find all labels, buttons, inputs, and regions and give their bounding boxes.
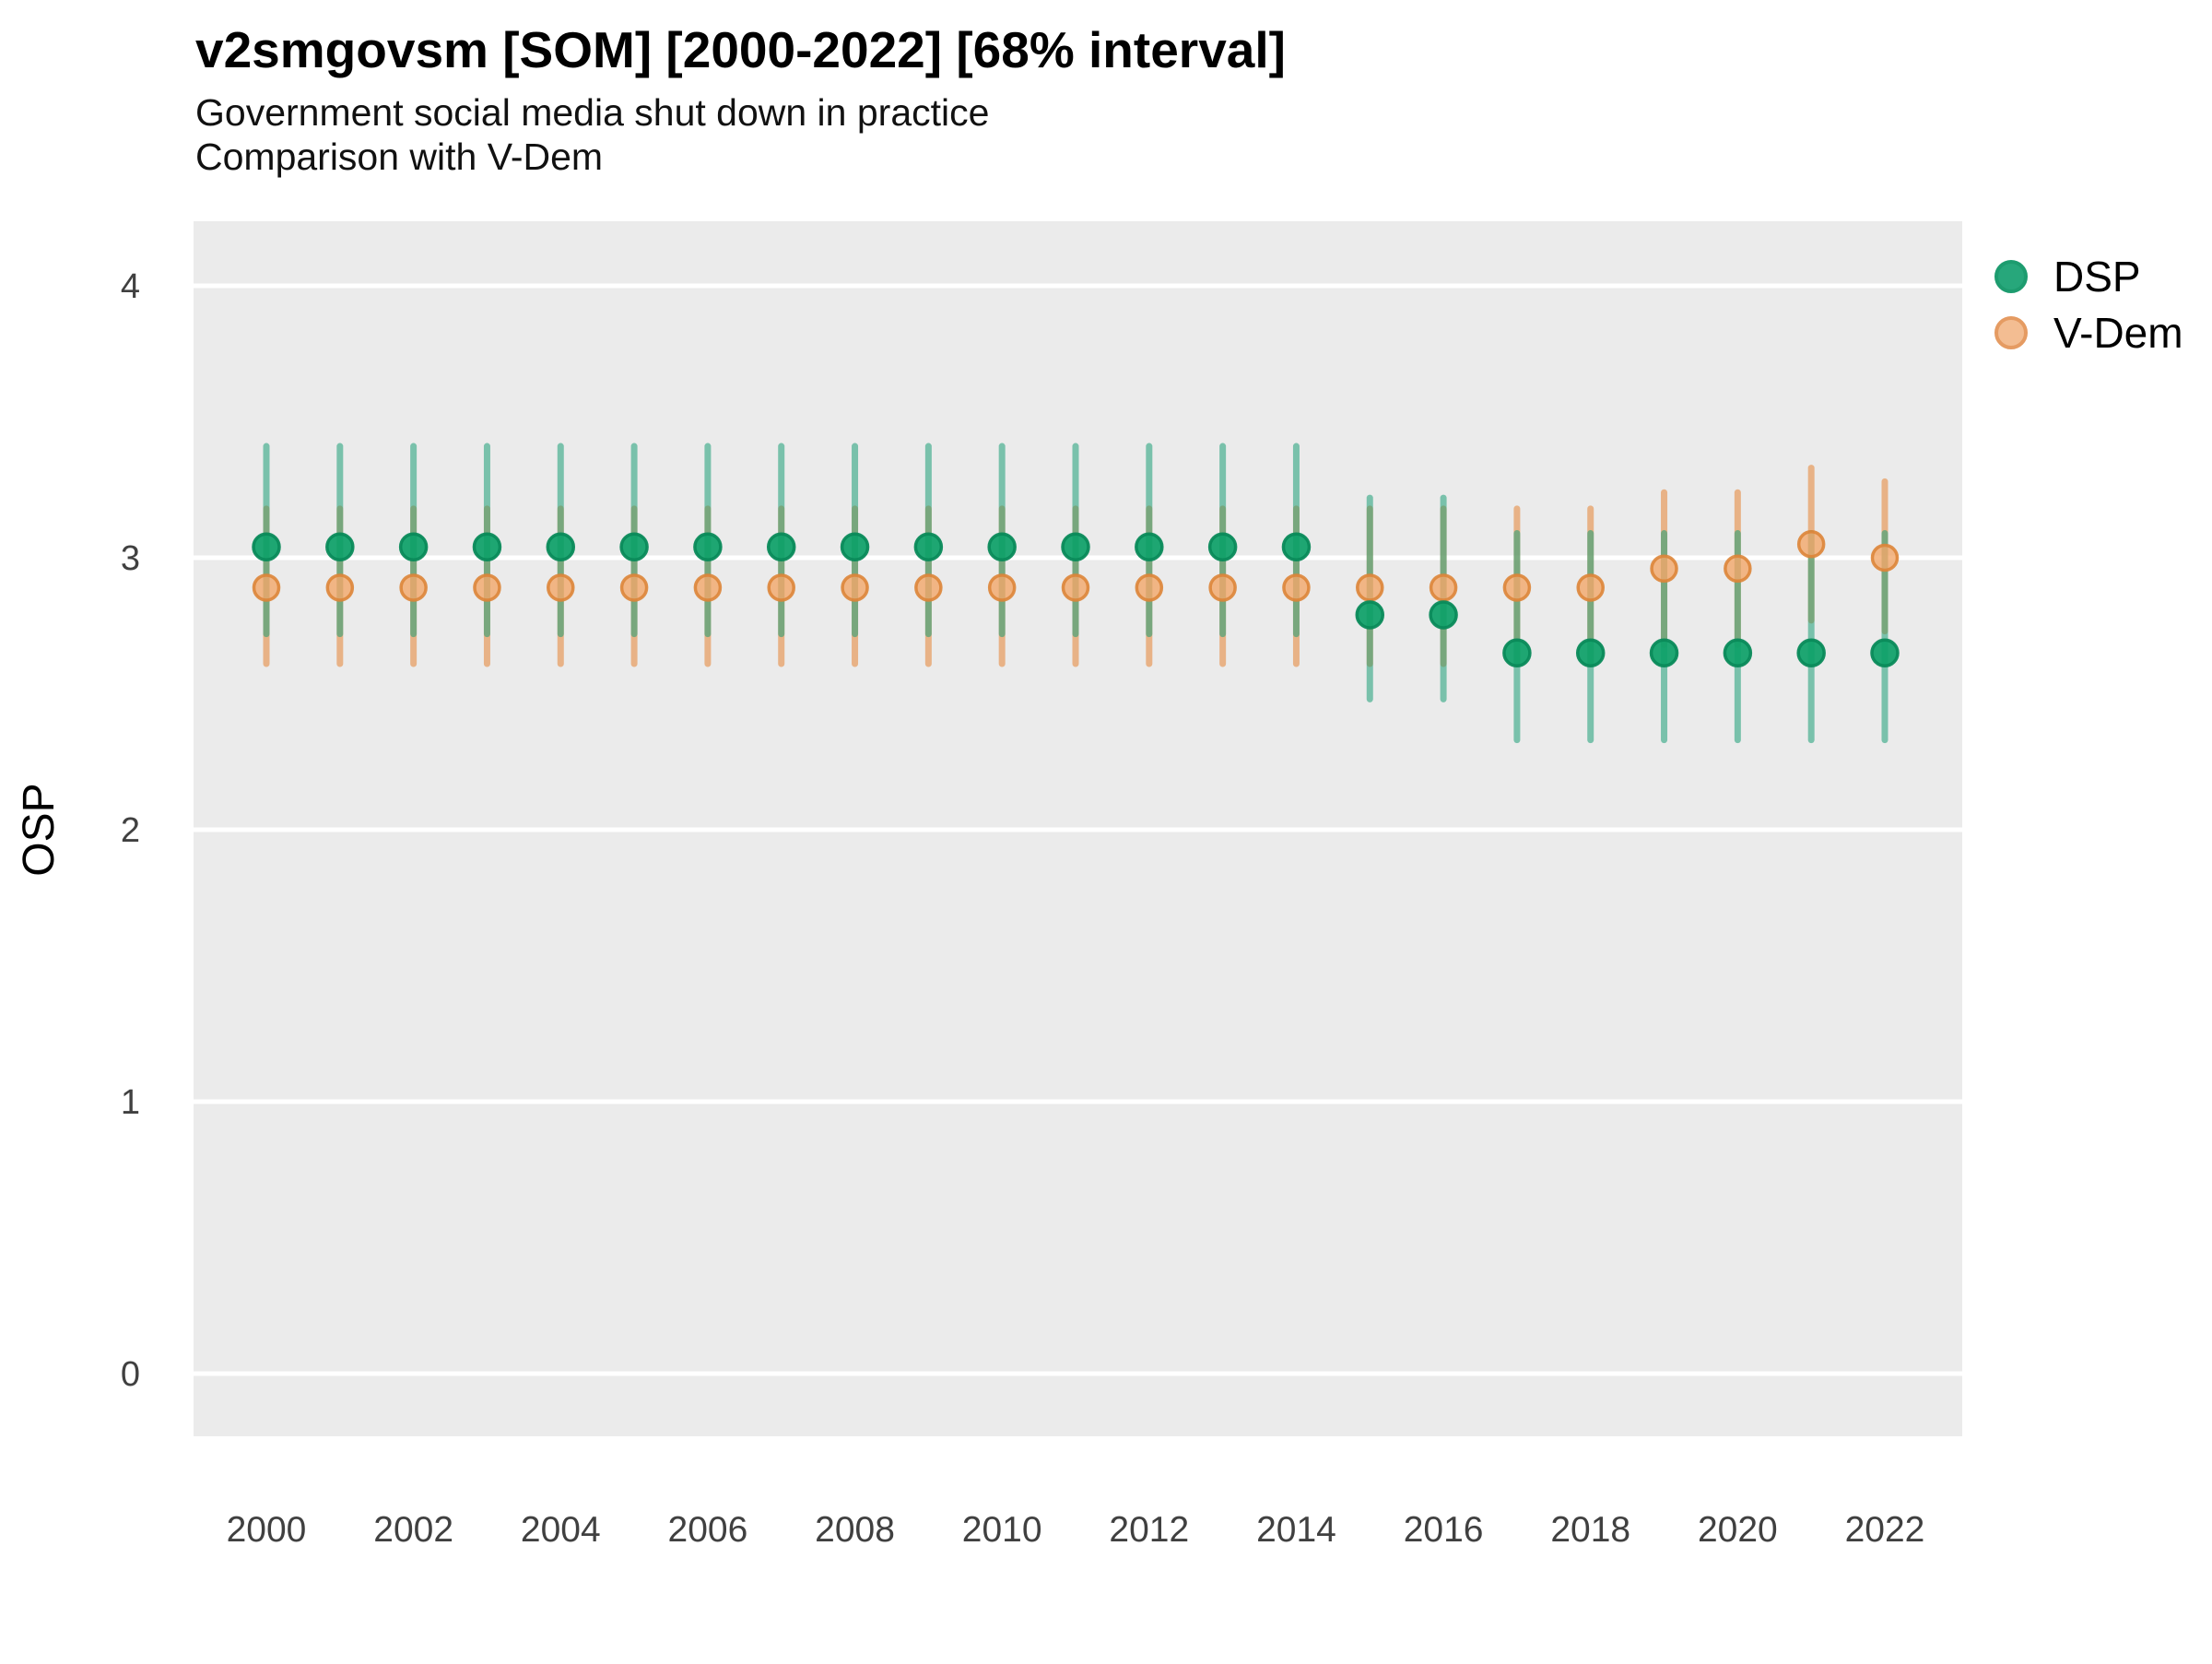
x-tick-label-2010: 2010 <box>962 1510 1042 1550</box>
dsp-point-2005 <box>619 532 649 561</box>
vdem-point-2004 <box>547 573 575 602</box>
legend-swatch-dsp-icon <box>1994 260 2028 293</box>
y-axis-title: OSP <box>15 783 64 876</box>
dsp-point-2000 <box>252 532 281 561</box>
dsp-point-2013 <box>1207 532 1238 561</box>
y-tick-label-3: 3 <box>121 539 140 578</box>
vdem-point-2020 <box>1724 554 1752 584</box>
vdem-point-2019 <box>1650 554 1678 584</box>
vdem-point-2012 <box>1135 573 1164 602</box>
vdem-point-2011 <box>1061 573 1090 602</box>
dsp-point-2011 <box>1061 532 1090 561</box>
chart-subtitle: Government social media shut down in pra… <box>195 91 989 134</box>
vdem-point-2013 <box>1208 573 1237 602</box>
vdem-point-2010 <box>987 573 1017 602</box>
dsp-point-2020 <box>1723 638 1753 667</box>
x-tick-label-2022: 2022 <box>1845 1510 1925 1550</box>
vdem-point-2017 <box>1502 573 1532 602</box>
dsp-point-2010 <box>987 532 1017 561</box>
x-tick-label-2006: 2006 <box>668 1510 748 1550</box>
plot-area: 0 1 2 3 4 2000 2002 2004 2006 2008 2010 2012 2014 201… <box>121 221 1962 1550</box>
vdem-point-2002 <box>399 573 428 602</box>
dsp-point-2016 <box>1429 600 1458 630</box>
vdem-point-2008 <box>841 573 869 602</box>
dsp-point-2006 <box>693 532 723 561</box>
dsp-point-2021 <box>1796 638 1826 667</box>
vdem-point-2007 <box>767 573 795 602</box>
chart-subtitle2: Comparison with V-Dem <box>195 136 603 178</box>
vdem-point-2003 <box>473 573 501 602</box>
dsp-point-2003 <box>472 532 502 561</box>
x-tick-label-2020: 2020 <box>1698 1510 1778 1550</box>
vdem-point-2016 <box>1429 573 1458 602</box>
legend-label-vdem: V-Dem <box>2053 309 2183 357</box>
legend-label-dsp: DSP <box>2053 253 2141 301</box>
dsp-point-2004 <box>546 532 576 561</box>
y-tick-label-4: 4 <box>121 267 140 306</box>
vdem-point-2000 <box>252 573 281 602</box>
dsp-point-2017 <box>1502 638 1532 667</box>
x-tick-label-2002: 2002 <box>373 1510 453 1550</box>
dsp-point-2001 <box>325 532 355 561</box>
vdem-point-2021 <box>1796 530 1826 559</box>
x-tick-label-2014: 2014 <box>1256 1510 1336 1550</box>
dsp-point-2019 <box>1649 638 1679 667</box>
dsp-point-2007 <box>766 532 796 561</box>
y-tick-label-2: 2 <box>121 811 140 850</box>
x-tick-label-2012: 2012 <box>1109 1510 1189 1550</box>
dsp-point-2018 <box>1575 638 1606 667</box>
y-tick-label-0: 0 <box>121 1355 140 1394</box>
dsp-point-2022 <box>1870 638 1900 667</box>
vdem-point-2022 <box>1870 543 1900 572</box>
vdem-point-2009 <box>914 573 943 602</box>
vdem-point-2005 <box>619 573 649 602</box>
dsp-point-2009 <box>913 532 944 561</box>
y-tick-label-1: 1 <box>121 1083 140 1122</box>
chart-title: v2smgovsm [SOM] [2000-2022] [68% interva… <box>195 21 1286 78</box>
dsp-point-2014 <box>1281 532 1312 561</box>
vdem-point-2018 <box>1576 573 1605 602</box>
vdem-point-2006 <box>693 573 723 602</box>
x-tick-label-2016: 2016 <box>1404 1510 1484 1550</box>
x-tick-label-2000: 2000 <box>227 1510 307 1550</box>
legend-swatch-vdem-icon <box>1994 316 2028 349</box>
dsp-point-2015 <box>1355 600 1385 630</box>
dsp-point-2008 <box>840 532 870 561</box>
vdem-point-2014 <box>1282 573 1311 602</box>
vdem-point-2015 <box>1356 573 1384 602</box>
x-tick-label-2008: 2008 <box>815 1510 895 1550</box>
x-tick-label-2004: 2004 <box>521 1510 601 1550</box>
legend: DSP V-Dem <box>1994 253 2183 357</box>
dsp-point-2002 <box>398 532 429 561</box>
x-tick-label-2018: 2018 <box>1550 1510 1630 1550</box>
dsp-point-2012 <box>1135 532 1164 561</box>
vdem-point-2001 <box>325 573 355 602</box>
